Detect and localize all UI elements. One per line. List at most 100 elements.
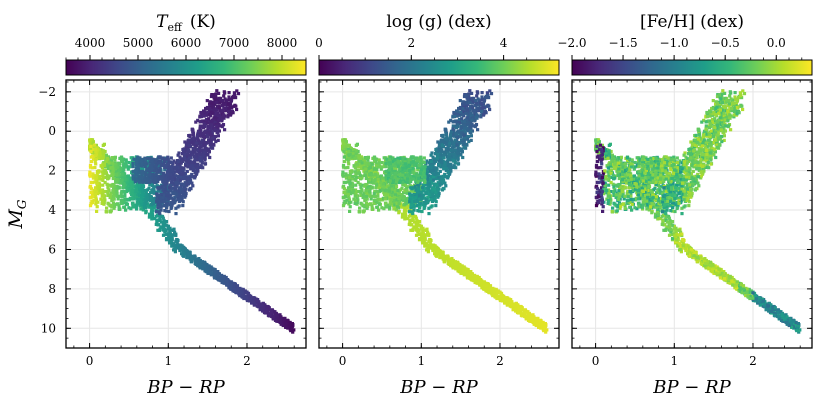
data-point	[101, 188, 105, 192]
data-point	[452, 264, 456, 268]
data-point	[511, 308, 515, 312]
data-point	[140, 195, 144, 199]
data-point	[153, 177, 157, 181]
data-point	[415, 218, 419, 223]
data-point	[542, 329, 546, 333]
data-point	[210, 135, 215, 140]
data-point	[187, 181, 191, 185]
data-point	[167, 194, 171, 198]
data-point	[226, 115, 230, 119]
data-point	[170, 235, 174, 239]
data-point	[200, 119, 204, 123]
data-point	[152, 204, 156, 208]
data-point	[417, 185, 421, 189]
data-point	[90, 166, 94, 170]
data-point	[449, 135, 453, 139]
data-point	[408, 192, 412, 196]
data-point	[158, 167, 162, 171]
data-point	[192, 137, 196, 141]
data-point	[167, 186, 172, 190]
data-point	[348, 146, 352, 150]
data-point	[451, 124, 455, 128]
data-point	[211, 104, 216, 108]
data-point	[238, 294, 242, 298]
data-point	[496, 289, 500, 293]
data-point	[132, 188, 136, 192]
data-point	[462, 143, 466, 147]
data-point	[450, 261, 454, 266]
data-point	[96, 200, 100, 204]
data-point	[117, 204, 121, 208]
data-point	[351, 152, 355, 156]
data-point	[163, 199, 167, 203]
data-point	[100, 194, 104, 198]
data-point	[526, 318, 531, 322]
data-point	[457, 270, 461, 274]
data-point	[174, 190, 179, 194]
data-point	[102, 197, 106, 201]
data-point	[457, 117, 462, 121]
data-point	[140, 203, 144, 207]
data-point	[405, 204, 409, 208]
data-point	[212, 95, 216, 99]
data-point	[234, 96, 238, 100]
data-point	[152, 197, 156, 201]
data-point	[117, 194, 121, 198]
data-point	[126, 167, 130, 171]
data-point	[211, 111, 215, 115]
data-point	[263, 303, 267, 307]
data-point	[104, 162, 108, 166]
data-point	[94, 186, 98, 190]
data-point	[97, 169, 101, 173]
data-point	[388, 203, 392, 207]
data-point	[125, 177, 129, 181]
data-point	[194, 164, 198, 168]
data-point	[114, 193, 118, 197]
data-point	[211, 142, 215, 146]
data-point	[143, 188, 147, 192]
data-point	[215, 126, 219, 130]
data-point	[166, 224, 170, 229]
data-point	[454, 140, 458, 144]
data-point	[95, 209, 99, 213]
data-point	[179, 182, 183, 186]
data-point	[141, 208, 145, 212]
data-point	[135, 205, 139, 209]
data-point	[375, 189, 379, 193]
data-point	[161, 221, 165, 225]
data-point	[488, 89, 492, 93]
data-point	[389, 184, 394, 188]
data-point	[359, 193, 363, 197]
data-point	[343, 194, 347, 199]
data-point	[105, 156, 109, 160]
data-point	[92, 198, 96, 202]
data-point	[150, 166, 154, 170]
data-point	[122, 173, 127, 177]
data-point	[139, 201, 143, 205]
data-point	[356, 149, 360, 154]
data-point	[145, 179, 149, 183]
data-point	[364, 182, 368, 187]
data-point	[175, 184, 179, 188]
data-point	[267, 306, 271, 310]
data-point	[259, 303, 263, 307]
data-point	[214, 114, 218, 118]
data-point	[482, 280, 486, 284]
data-point	[156, 161, 161, 165]
data-point	[140, 172, 144, 176]
data-point	[194, 166, 199, 170]
data-point	[269, 308, 274, 312]
data-point	[467, 121, 471, 125]
data-point	[166, 190, 170, 195]
data-point	[202, 260, 207, 264]
data-point	[196, 157, 200, 161]
data-point	[163, 182, 167, 187]
data-point	[278, 320, 282, 324]
data-point	[135, 161, 139, 165]
data-point	[378, 186, 382, 190]
data-point	[214, 140, 218, 144]
data-point	[195, 156, 199, 160]
data-point	[290, 326, 294, 330]
data-point	[354, 149, 358, 153]
data-point	[102, 202, 106, 206]
